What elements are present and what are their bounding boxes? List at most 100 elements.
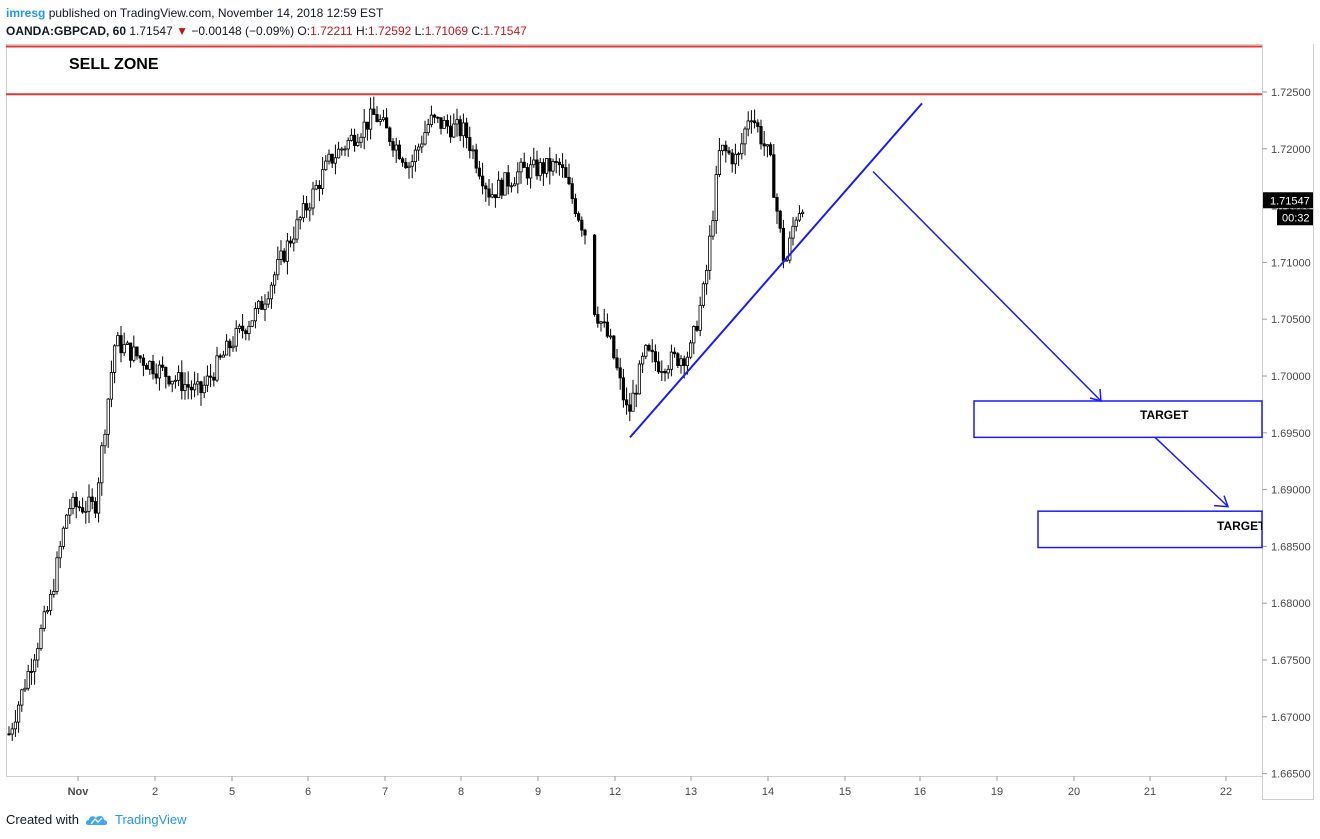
candle-down — [282, 250, 286, 262]
open-label: O: — [297, 24, 311, 38]
candle-up — [65, 514, 69, 529]
candle-down — [500, 179, 504, 196]
price-tick-label: 1.70000 — [1271, 371, 1311, 383]
candle-down — [756, 122, 760, 127]
candle-down — [493, 194, 498, 199]
candle-down — [781, 227, 786, 262]
candle-down — [548, 158, 552, 172]
candle-down — [762, 143, 766, 147]
author-link[interactable]: imresg — [6, 6, 46, 20]
price-tick-label: 1.72500 — [1271, 87, 1311, 99]
candle-down — [208, 375, 213, 378]
price-tick-label: 1.66500 — [1271, 769, 1311, 781]
candle-down — [477, 167, 482, 177]
candle-up — [349, 134, 354, 141]
candle-down — [77, 506, 81, 509]
candle-up — [33, 659, 37, 673]
close-value: 1.71547 — [483, 24, 527, 38]
candle-up — [637, 363, 642, 395]
candle-up — [314, 184, 318, 190]
candle-down — [580, 219, 584, 231]
candle-down — [445, 120, 450, 127]
candle-up — [631, 392, 635, 412]
candle-up — [279, 250, 283, 260]
candle-down — [673, 351, 677, 355]
price-chart[interactable]: 1.725001.720001.715001.710001.705001.700… — [0, 0, 1320, 810]
candle-up — [791, 225, 795, 239]
candle-down — [135, 346, 139, 357]
tradingview-brand-link[interactable]: TradingView — [114, 812, 187, 827]
candle-down — [74, 496, 78, 508]
candle-up — [794, 219, 798, 227]
countdown-badge-text: 00:32 — [1282, 212, 1310, 224]
candle-up — [362, 121, 366, 138]
candle-down — [164, 366, 168, 377]
candle-down — [138, 355, 142, 359]
price-tick-label: 1.69500 — [1271, 428, 1311, 440]
published-text: published on TradingView.com, November 1… — [48, 6, 384, 20]
candle-up — [797, 213, 802, 221]
candle-down — [557, 161, 562, 166]
candle-down — [384, 117, 389, 129]
time-tick-label: 8 — [458, 786, 464, 798]
candle-down — [400, 158, 405, 163]
candlestick-series — [7, 96, 805, 741]
price-tick-label: 1.68000 — [1271, 598, 1311, 610]
candle-down — [570, 183, 574, 200]
candle-up — [49, 594, 53, 611]
candle-down — [682, 358, 686, 367]
down-arrow-icon: ▼ — [176, 24, 188, 38]
sell-zone-label: SELL ZONE — [69, 56, 159, 73]
candle-up — [301, 203, 306, 219]
candle-up — [788, 237, 792, 261]
time-tick-label: 7 — [382, 786, 388, 798]
candle-up — [679, 358, 683, 366]
time-axis[interactable]: Nov 2 5 6 7 8 9 12 13 14 15 16 19 20 21 22 — [68, 776, 1233, 798]
high-label: H: — [355, 24, 368, 38]
candle-down — [625, 399, 629, 406]
candle-up — [378, 119, 382, 122]
candle-down — [154, 373, 158, 379]
candle-down — [432, 114, 437, 118]
candle-up — [717, 150, 722, 175]
candle-up — [23, 687, 27, 691]
candle-down — [144, 364, 149, 370]
candle-up — [423, 132, 427, 145]
candle-down — [436, 116, 440, 119]
low-label: L: — [414, 24, 425, 38]
price-change: −0.00148 (−0.09%) — [191, 24, 295, 38]
candle-up — [737, 153, 741, 156]
candle-down — [151, 360, 155, 375]
candle-up — [644, 344, 648, 357]
target-zone-1 — [973, 400, 1263, 439]
candle-up — [298, 217, 302, 221]
last-price: 1.71547 — [129, 24, 173, 38]
candle-up — [429, 114, 434, 125]
candle-down — [596, 314, 600, 324]
candle-up — [343, 148, 347, 151]
symbol-label: OANDA:GBPCAD, 60 — [6, 24, 127, 38]
price-axis[interactable]: 1.725001.720001.715001.710001.705001.700… — [1262, 87, 1311, 781]
candle-down — [218, 355, 222, 358]
candle-up — [765, 144, 770, 147]
candle-up — [689, 342, 693, 358]
drawings-layer — [6, 45, 1263, 549]
candle-down — [119, 335, 123, 354]
candle-up — [234, 328, 238, 347]
candle-up — [666, 368, 670, 374]
countdown-badge — [1277, 209, 1313, 226]
time-tick-label: 2 — [152, 786, 158, 798]
candle-down — [186, 384, 190, 388]
arrow-head-2-icon — [1213, 495, 1230, 508]
candle-down — [753, 120, 757, 124]
candle-down — [605, 321, 610, 337]
candle-up — [746, 120, 750, 130]
candle-up — [721, 144, 725, 152]
candle-up — [660, 371, 664, 373]
candle-down — [602, 321, 606, 324]
candle-up — [221, 354, 225, 358]
candle-up — [381, 117, 386, 121]
candle-up — [356, 141, 360, 146]
projection-arrow-2 — [1154, 436, 1229, 508]
candle-up — [609, 335, 613, 338]
